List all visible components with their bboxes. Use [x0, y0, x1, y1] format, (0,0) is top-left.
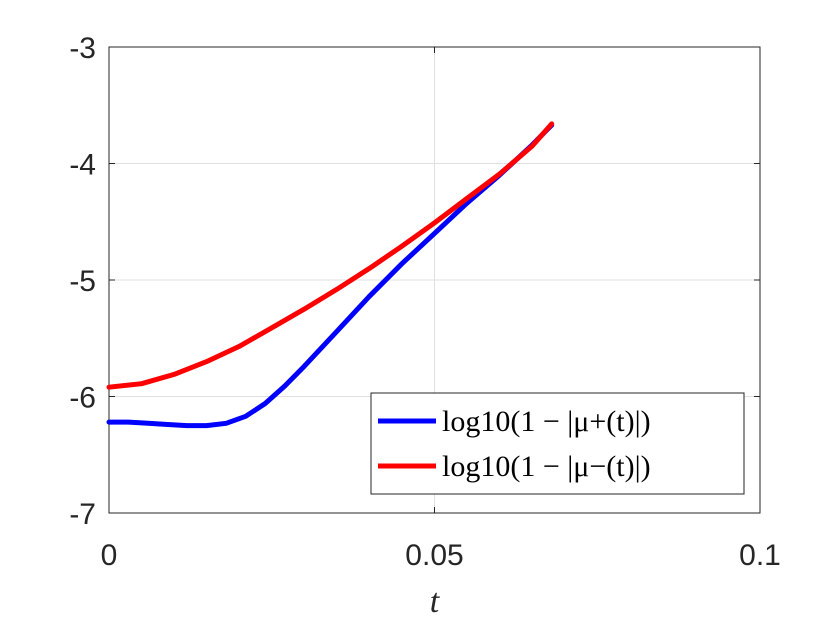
y-tick-label: -3: [69, 32, 96, 65]
x-tick-label: 0.05: [405, 539, 463, 572]
series-layer: [106, 121, 555, 429]
x-tick-label: 0: [101, 539, 118, 572]
tick-labels: 0 0.05 0.1 -7 -6 -5 -4 -3: [69, 32, 781, 572]
legend: log10(1 − |μ+(t)|) log10(1 − |μ−(t)|): [370, 392, 745, 495]
series-line-mu-minus: [106, 121, 555, 390]
y-tick-label: -6: [69, 382, 96, 415]
x-tick-label: 0.1: [739, 539, 781, 572]
y-tick-label: -7: [69, 498, 96, 531]
legend-label-mu-plus: log10(1 − |μ+(t)|): [442, 405, 651, 438]
y-tick-label: -5: [69, 265, 96, 298]
y-tick-label: -4: [69, 149, 96, 182]
x-axis-label: t: [430, 583, 441, 620]
legend-label-mu-minus: log10(1 − |μ−(t)|): [442, 450, 651, 483]
series-line-mu-plus: [106, 122, 555, 429]
legend-box: [370, 392, 745, 495]
